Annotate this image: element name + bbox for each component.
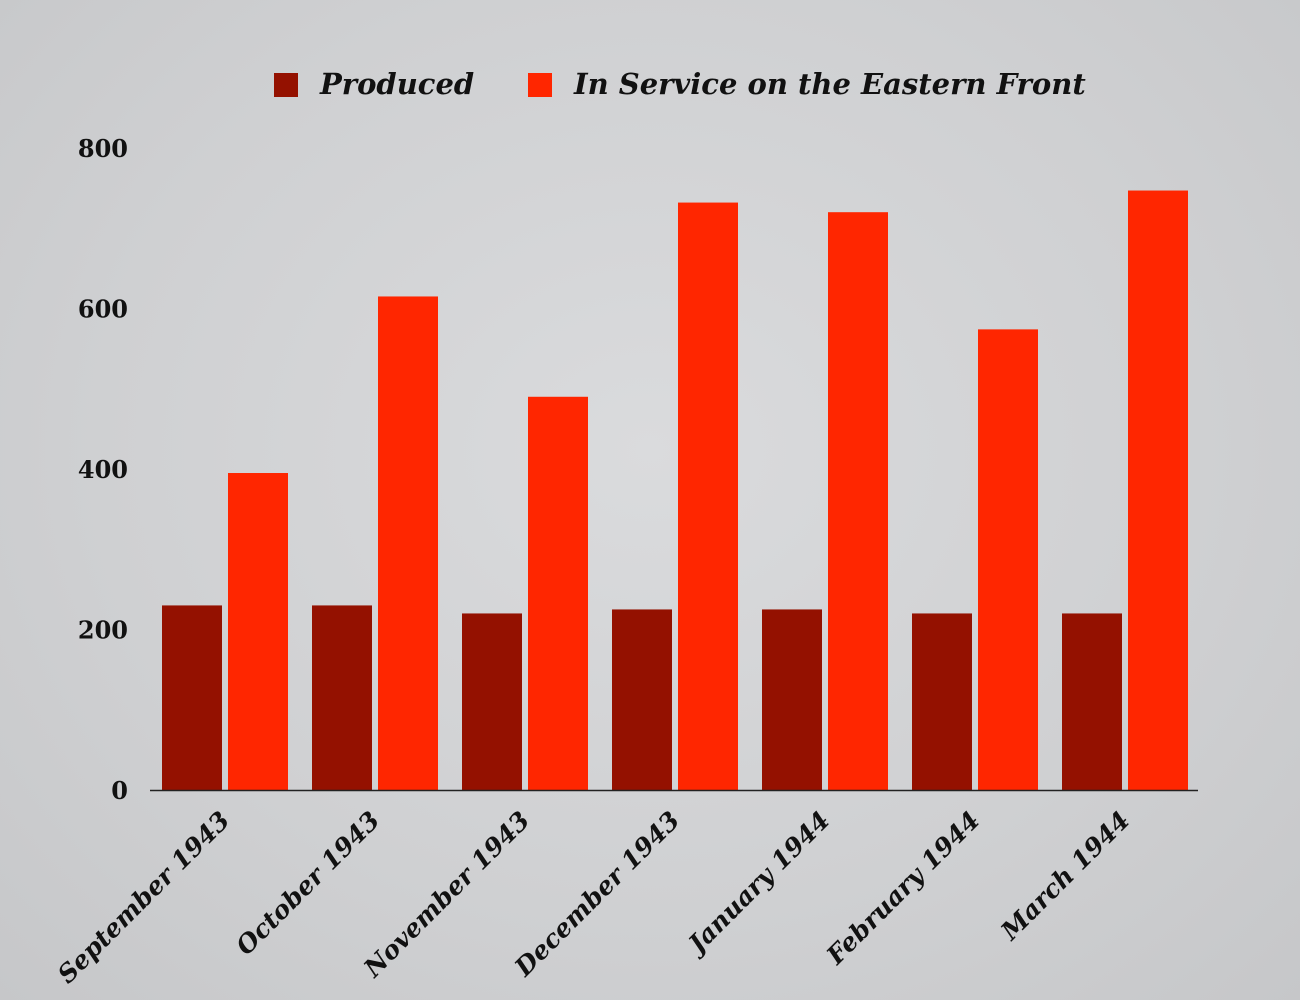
legend-label-in-service: In Service on the Eastern Front bbox=[573, 67, 1086, 101]
y-tick-label: 400 bbox=[78, 455, 128, 484]
x-tick-label: January 1944 bbox=[680, 806, 835, 961]
x-tick-label: March 1944 bbox=[995, 806, 1136, 947]
x-tick-label: October 1943 bbox=[230, 806, 385, 961]
bar-in-service bbox=[1128, 190, 1188, 791]
bar-in-service bbox=[978, 329, 1038, 790]
bar-produced bbox=[162, 605, 222, 790]
bar-in-service bbox=[228, 473, 288, 790]
y-tick-label: 200 bbox=[78, 616, 128, 645]
legend-label-produced: Produced bbox=[319, 67, 474, 101]
bar-in-service bbox=[678, 202, 738, 790]
bar-produced bbox=[462, 613, 522, 790]
bar-in-service bbox=[528, 396, 588, 790]
bar-in-service bbox=[828, 212, 888, 790]
bar-produced bbox=[912, 613, 972, 790]
y-tick-label: 800 bbox=[78, 134, 128, 163]
legend-swatch-in-service bbox=[528, 73, 552, 97]
x-tick-label: December 1943 bbox=[508, 806, 685, 983]
y-tick-label: 0 bbox=[111, 776, 128, 805]
x-tick-label: September 1943 bbox=[52, 806, 235, 989]
bar-produced bbox=[762, 609, 822, 790]
y-tick-label: 600 bbox=[78, 295, 128, 324]
bars bbox=[162, 190, 1188, 791]
legend: Produced In Service on the Eastern Front bbox=[274, 67, 1086, 101]
bar-produced bbox=[312, 605, 372, 790]
bar-in-service bbox=[378, 296, 438, 790]
legend-swatch-produced bbox=[274, 73, 298, 97]
bar-produced bbox=[1062, 613, 1122, 790]
bar-produced bbox=[612, 609, 672, 790]
x-tick-label: February 1944 bbox=[820, 806, 985, 971]
x-tick-label: November 1943 bbox=[358, 806, 536, 984]
y-axis-ticks: 0 200 400 600 800 bbox=[78, 134, 128, 805]
